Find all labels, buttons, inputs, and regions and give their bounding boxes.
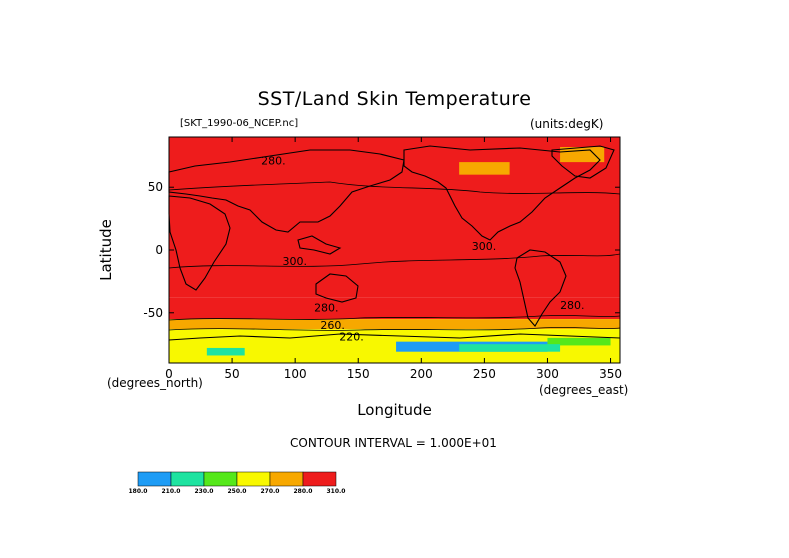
colorbar-swatch-5 [302, 471, 337, 487]
temp-band-2 [169, 297, 620, 320]
contour-label-1: 300. [472, 240, 497, 253]
contour-260-south [168, 327, 621, 331]
temp-band-3 [169, 319, 620, 330]
y-tick-label-2: 50 [148, 180, 163, 194]
contour-label-3: 280. [314, 302, 339, 315]
colorbar-label-3: 250.0 [228, 488, 247, 495]
antarctic-patch-2 [206, 347, 245, 356]
contour-280-north [168, 181, 621, 195]
contour-label-4: 260. [320, 319, 345, 332]
colorbar-swatch-3 [236, 471, 271, 487]
x-axis-label-text: Longitude [357, 401, 432, 419]
x-tick-label-4: 200 [410, 367, 433, 381]
contour-label-2: 300. [283, 255, 308, 268]
plot-area [168, 136, 621, 364]
land-patch-0 [232, 174, 434, 198]
contour-labels: 280. 300. 300. 280. 260.220. 280. [261, 155, 584, 344]
colorbar-label-4: 270.0 [261, 488, 280, 495]
file-label: [SKT_1990-06_NCEP.nc] [180, 118, 299, 129]
x-tick-label-1: 50 [224, 367, 239, 381]
antarctica-outline [168, 333, 621, 341]
australia-outline [315, 273, 359, 303]
x-tick-label-3: 150 [347, 367, 370, 381]
land-outlines [168, 145, 621, 341]
africa-outline [168, 195, 231, 291]
contour-300-line [168, 253, 621, 269]
contour-280-south [168, 315, 621, 321]
y-unit-label: (degrees_north) [107, 376, 203, 390]
contour-label-6: 280. [560, 299, 585, 312]
colorbar-label-2: 230.0 [195, 488, 214, 495]
colorbar-swatch-2 [203, 471, 238, 487]
x-tick-label-6: 300 [536, 367, 559, 381]
colorbar-swatch-4 [269, 471, 304, 487]
x-axis-label: Longitude [0, 401, 789, 419]
contour-interval-text: CONTOUR INTERVAL = 1.000E+01 [290, 436, 497, 450]
land-patch-1 [181, 193, 283, 222]
colorbar-swatch-0 [137, 471, 172, 487]
x-unit-label: (degrees_east) [539, 383, 629, 397]
north-america-outline [403, 145, 601, 241]
eurasia-outline [168, 149, 405, 233]
antarctic-patch-1 [547, 337, 611, 346]
x-tick-label-7: 350 [599, 367, 622, 381]
colorbar-label-5: 280.0 [294, 488, 313, 495]
x-tick-label-0: 0 [165, 367, 173, 381]
colorbar-label-0: 180.0 [129, 488, 148, 495]
y-tick-label-1: 0 [155, 243, 163, 257]
contour-label-0: 280. [261, 155, 286, 168]
colorbar-label-6: 310.0 [327, 488, 346, 495]
colorbar: 180.0 210.0 230.0 250.0 270.0 280.0 310.0 [129, 471, 346, 495]
chart-title: SST/Land Skin Temperature [257, 88, 532, 110]
colorbar-label-1: 210.0 [162, 488, 181, 495]
contour-label-5: 220. [339, 330, 364, 343]
land-patch-2 [459, 162, 510, 175]
south-america-outline [514, 249, 567, 327]
x-tick-label-5: 250 [473, 367, 496, 381]
antarctic-patch-3 [459, 344, 561, 352]
maritime-continent-outline [297, 235, 342, 255]
axes: 0 50 100 150 200 250 300 350 -50 0 50 [143, 137, 622, 381]
colorbar-swatch-1 [170, 471, 205, 487]
x-tick-label-2: 100 [284, 367, 307, 381]
greenland-outline [551, 145, 615, 179]
units-label: (units:degK) [530, 117, 604, 131]
y-tick-label-0: -50 [143, 306, 163, 320]
